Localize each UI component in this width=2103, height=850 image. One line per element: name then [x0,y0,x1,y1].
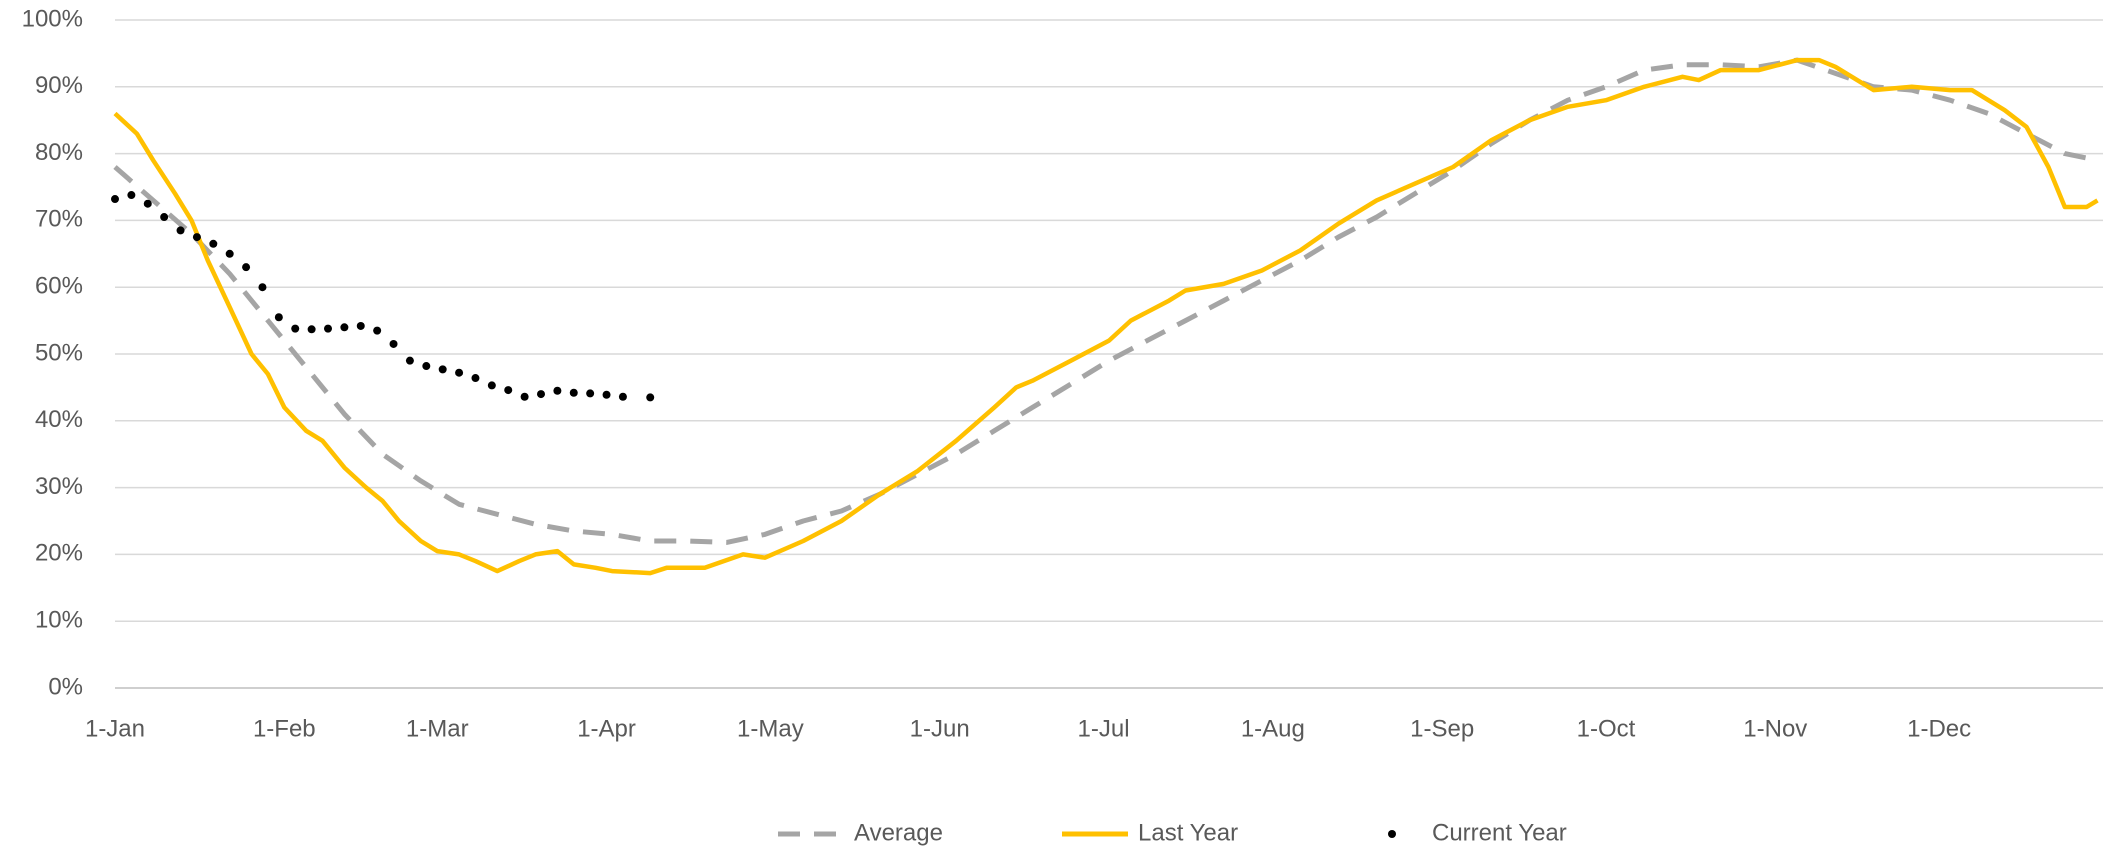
data-point [111,195,119,204]
y-tick-label: 10% [35,607,83,634]
x-tick-label: 1-Apr [577,715,636,742]
data-point [160,213,169,222]
data-point [455,368,464,377]
data-point [373,326,382,335]
y-tick-label: 40% [35,406,83,433]
data-point [504,386,513,395]
data-point [225,249,234,258]
y-tick-label: 70% [35,206,83,233]
x-tick-label: 1-Mar [406,715,469,742]
data-point [340,323,349,332]
data-point [602,390,611,399]
data-point [422,362,431,371]
line-series [113,57,2099,545]
y-tick-label: 0% [48,673,83,700]
data-point [438,365,447,374]
x-tick-label: 1-Jul [1078,715,1130,742]
y-tick-label: 50% [35,339,83,366]
x-tick-label: 1-Dec [1907,715,1971,742]
data-point [586,389,595,398]
data-point [389,339,398,348]
data-point [307,325,316,334]
y-tick-label: 100% [22,5,83,32]
x-tick-label: 1-Sep [1410,715,1474,742]
legend-label: Current Year [1432,819,1567,846]
data-point [356,321,365,330]
data-point [143,199,152,208]
data-point [471,374,480,383]
data-point [242,263,251,272]
data-point [646,393,655,402]
x-tick-label: 1-Aug [1241,715,1305,742]
y-tick-label: 60% [35,273,83,300]
x-tick-label: 1-Jun [910,715,970,742]
x-tick-label: 1-May [737,715,804,742]
line-series [113,57,2099,576]
data-point [618,392,627,401]
legend-symbol [1388,830,1396,838]
x-tick-label: 1-Jan [85,715,145,742]
data-point [487,381,496,390]
legend-label: Last Year [1138,819,1238,846]
data-point [291,324,300,333]
data-point [520,392,529,401]
data-point [274,313,283,322]
data-point [537,390,545,399]
y-tick-label: 90% [35,72,83,99]
legend-label: Average [854,819,943,846]
data-point [324,324,332,333]
y-tick-label: 30% [35,473,83,500]
y-tick-label: 80% [35,139,83,166]
data-point [127,191,136,200]
x-tick-label: 1-Oct [1577,715,1636,742]
x-tick-label: 1-Feb [253,715,316,742]
data-point [569,388,578,397]
data-point [209,239,218,248]
y-tick-label: 20% [35,540,83,567]
data-point [553,386,562,395]
x-tick-label: 1-Nov [1743,715,1807,742]
data-point [258,283,267,292]
data-point [176,226,185,235]
data-point [192,233,201,242]
data-point [405,356,414,365]
